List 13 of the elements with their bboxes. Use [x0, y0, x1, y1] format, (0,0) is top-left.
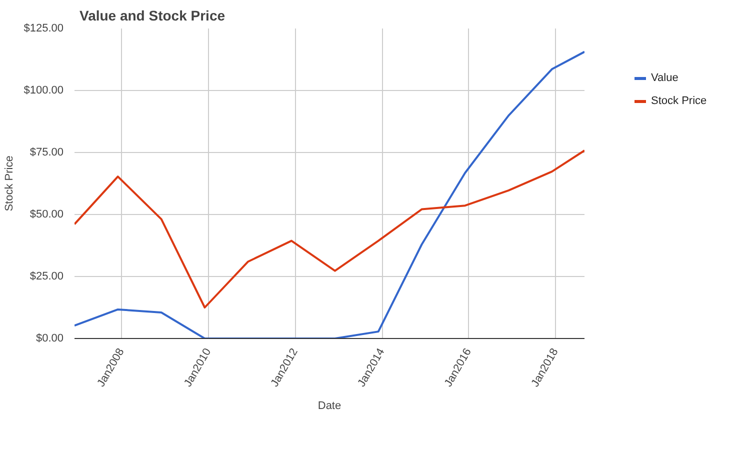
- line-series: [74, 50, 584, 338]
- y-tick-label: $75.00: [30, 146, 64, 158]
- legend-label: Value: [651, 72, 678, 84]
- y-tick-label: $125.00: [24, 22, 64, 34]
- legend-label: Stock Price: [651, 95, 707, 107]
- chart-title: Value and Stock Price: [80, 8, 226, 24]
- x-axis-title: Date: [318, 400, 342, 412]
- y-tick-label: $50.00: [30, 208, 64, 220]
- y-axis-title: Stock Price: [4, 156, 16, 212]
- line-series: [74, 150, 584, 308]
- y-tick-label: $100.00: [24, 84, 64, 96]
- y-tick-label: $25.00: [30, 270, 64, 282]
- y-tick-label: $0.00: [36, 332, 64, 344]
